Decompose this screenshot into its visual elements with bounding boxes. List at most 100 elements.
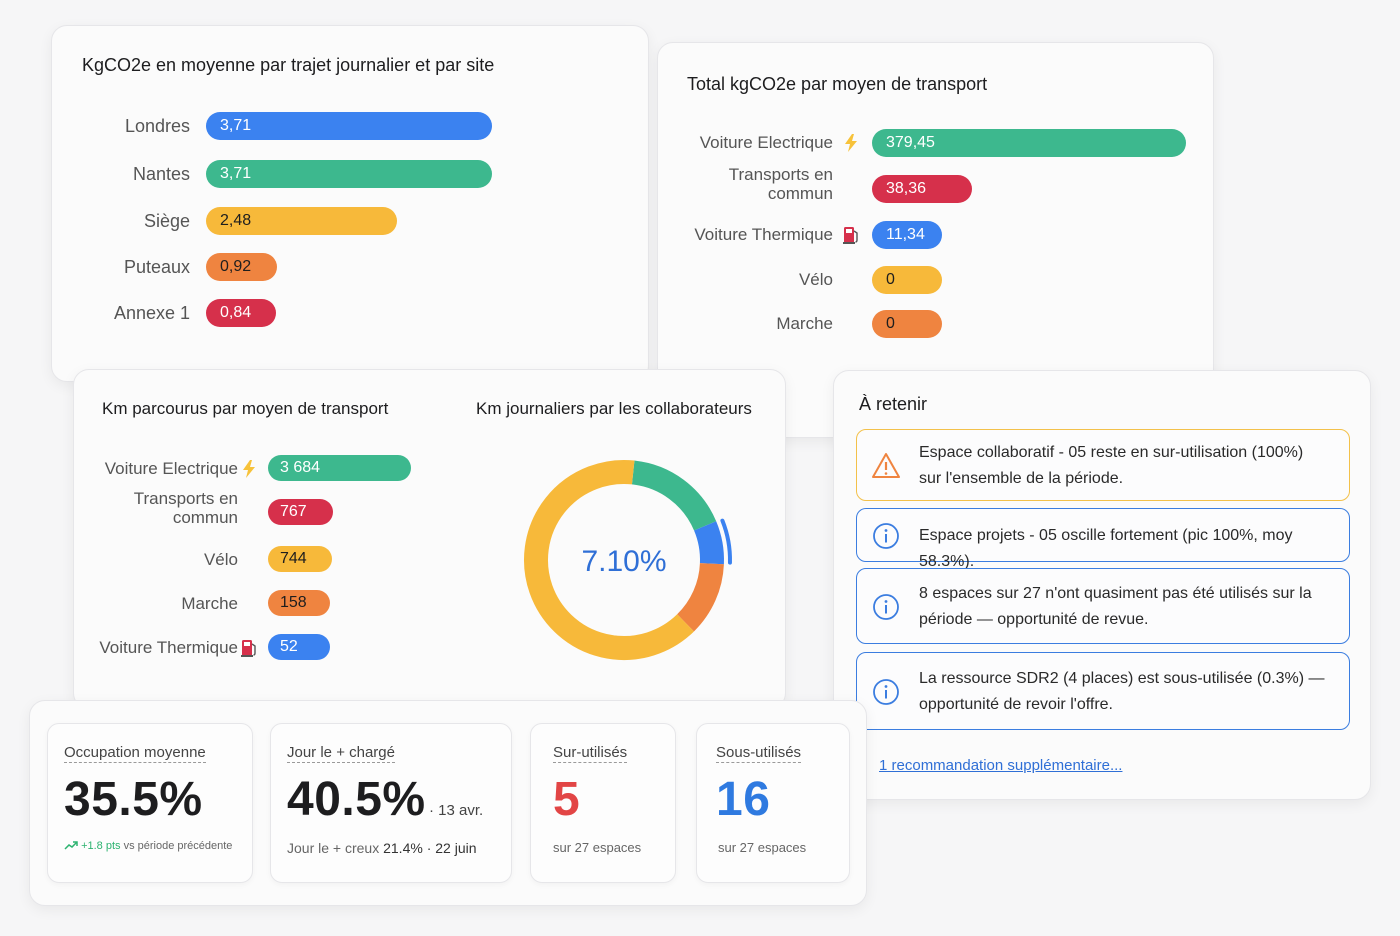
kpi-occupation: Occupation moyenne 35.5% +1.8 pts vs pér… <box>47 723 253 883</box>
kpi-panel: Occupation moyenne 35.5% +1.8 pts vs pér… <box>29 700 867 906</box>
transport-bar-chart: Voiture Electrique 379,45 Transports en com… <box>658 43 1213 437</box>
bar-value: 0,84 <box>206 299 276 327</box>
info-icon <box>871 677 901 707</box>
bar-row: Siège 2,48 <box>52 207 648 235</box>
bar-value: 52 <box>268 634 330 660</box>
km-bar-chart: Voiture Electrique 3 684 Transports en comm… <box>74 370 474 708</box>
bar-value: 3,71 <box>206 160 492 188</box>
bar-row: Marche 158 <box>74 590 474 618</box>
bar-value: 11,34 <box>872 221 942 249</box>
takeaways-title: À retenir <box>859 394 928 414</box>
bar-category-label: Vélo <box>798 270 833 289</box>
bar-category-label: Voiture Electrique <box>104 459 238 478</box>
bar-category-label: Nantes <box>132 164 190 184</box>
donut-slice <box>676 562 724 632</box>
bar-value: 767 <box>268 499 334 525</box>
bar-category-label: Vélo <box>203 550 238 569</box>
info-icon <box>871 521 901 551</box>
bar-value: 158 <box>268 590 330 616</box>
info-alert: Espace projets - 05 oscille fortement (p… <box>856 508 1350 570</box>
kpi-over-value: 5 <box>553 773 581 826</box>
alert-text: Espace collaboratif - 05 reste en sur-ut… <box>919 444 1304 487</box>
kpi-busiest-day: Jour le + chargé 40.5% · 13 avr. Jour le… <box>270 723 512 883</box>
kpi-under-used: Sous-utilisés 16 sur 27 espaces <box>696 723 850 883</box>
sites-bar-chart: Londres 3,71 Nantes 3,71 Siège 2,48 Puteaux 0,9… <box>52 26 648 381</box>
key-takeaways-card: À retenir Espace collaboratif - 05 reste… <box>833 370 1371 800</box>
fuel-pump-icon <box>240 638 258 658</box>
bar-value: 3,71 <box>206 112 492 140</box>
bar-value: 0 <box>872 266 942 294</box>
more-recommendations-link[interactable]: 1 recommandation supplémentaire... <box>879 757 1123 774</box>
sites-card-title: KgCO2e en moyenne par trajet journalier … <box>82 55 495 75</box>
bar-value: 0 <box>872 310 942 338</box>
warning-icon <box>871 451 901 481</box>
kpi-under-sub: sur 27 espaces <box>718 840 807 855</box>
kpi-quietest: Jour le + creux 21.4% · 22 juin <box>287 840 477 856</box>
bar-category-label: Voiture Thermique <box>694 225 833 244</box>
kpi-under-value: 16 <box>716 773 771 826</box>
kpi-quietest-label: Jour le + creux <box>287 840 380 856</box>
bar-row: Voiture Electrique 379,45 <box>658 129 1213 157</box>
donut-slice <box>631 460 717 531</box>
bar-row: Marche 0 <box>658 310 1213 338</box>
bar-row: Vélo 0 <box>658 266 1213 294</box>
bar-value: 3 684 <box>268 455 411 481</box>
alert-text: Espace projets - 05 oscille fortement (p… <box>919 527 1293 570</box>
bar-row: Puteaux 0,92 <box>52 253 648 281</box>
kpi-occupation-value: 35.5% <box>64 773 203 826</box>
bar-category-label: Marche <box>776 314 833 333</box>
kpi-occupation-trend-text: vs période précédente <box>123 840 233 852</box>
kpi-over-sub: sur 27 espaces <box>553 840 642 855</box>
info-alert: La ressource SDR2 (4 places) est sous-ut… <box>856 652 1350 730</box>
bar-value: 38,36 <box>872 175 972 203</box>
bar-value: 379,45 <box>872 129 1186 157</box>
daily-card-title: Km journaliers par les collaborateurs <box>476 399 752 418</box>
bar-row: Nantes 3,71 <box>52 160 648 188</box>
warning-alert: Espace collaboratif - 05 reste en sur-ut… <box>856 429 1350 501</box>
kpi-busiest-date: · 13 avr. <box>429 802 484 819</box>
transport-card-title: Total kgCO2e par moyen de transport <box>687 74 988 94</box>
bar-value: 0,92 <box>206 253 277 281</box>
lightning-icon <box>240 459 258 479</box>
donut-highlight-arc <box>720 518 732 565</box>
info-icon <box>871 592 901 622</box>
kpi-over-used: Sur-utilisés 5 sur 27 espaces <box>530 723 676 883</box>
bar-row: Voiture Thermique 52 <box>74 634 474 662</box>
kpi-busiest-label: Jour le + chargé <box>287 744 395 763</box>
bar-category-label: Londres <box>124 116 190 136</box>
bar-row: Transports en commun 38,36 <box>658 165 1213 203</box>
bar-row: Londres 3,71 <box>52 112 648 140</box>
daily-donut-chart: 7.10% <box>524 460 732 660</box>
bar-category-label: Voiture Electrique <box>699 133 833 152</box>
bar-category-label: Transports en commun <box>133 489 238 527</box>
trend-up-icon <box>64 841 78 850</box>
donut-center-label: 7.10% <box>581 545 666 578</box>
bar-category-label: Puteaux <box>123 257 190 277</box>
alert-text: La ressource SDR2 (4 places) est sous-ut… <box>919 670 1325 713</box>
bar-category-label: Annexe 1 <box>113 303 190 323</box>
bar-row: Voiture Electrique 3 684 <box>74 455 474 483</box>
km-card-title: Km parcourus par moyen de transport <box>102 399 389 418</box>
bar-row: Voiture Thermique 11,34 <box>658 221 1213 249</box>
kpi-busiest-value: 40.5% <box>287 773 426 826</box>
kpi-occupation-trend-value: +1.8 pts <box>81 840 121 852</box>
kpi-over-label: Sur-utilisés <box>553 744 628 763</box>
km-card: Km parcourus par moyen de transport Voit… <box>73 369 786 709</box>
kpi-occupation-label: Occupation moyenne <box>64 744 206 763</box>
sites-emissions-card: KgCO2e en moyenne par trajet journalier … <box>51 25 649 382</box>
fuel-pump-icon <box>842 225 860 245</box>
donut-slice <box>524 460 694 660</box>
info-alert: 8 espaces sur 27 n'ont quasiment pas été… <box>856 568 1350 644</box>
bar-value: 2,48 <box>206 207 398 235</box>
bar-row: Vélo 744 <box>74 546 474 574</box>
alert-text: 8 espaces sur 27 n'ont quasiment pas été… <box>919 585 1312 628</box>
bar-category-label: Siège <box>143 211 190 231</box>
bar-category-label: Marche <box>181 594 238 613</box>
bar-row: Annexe 1 0,84 <box>52 299 648 327</box>
lightning-icon <box>842 133 860 153</box>
kpi-quietest-value: 21.4% · 22 juin <box>383 840 477 856</box>
kpi-under-label: Sous-utilisés <box>716 744 802 763</box>
bar-row: Transports en commun 767 <box>74 489 474 527</box>
donut-slice <box>693 521 724 565</box>
kpi-occupation-trend: +1.8 pts vs période précédente <box>64 840 232 852</box>
